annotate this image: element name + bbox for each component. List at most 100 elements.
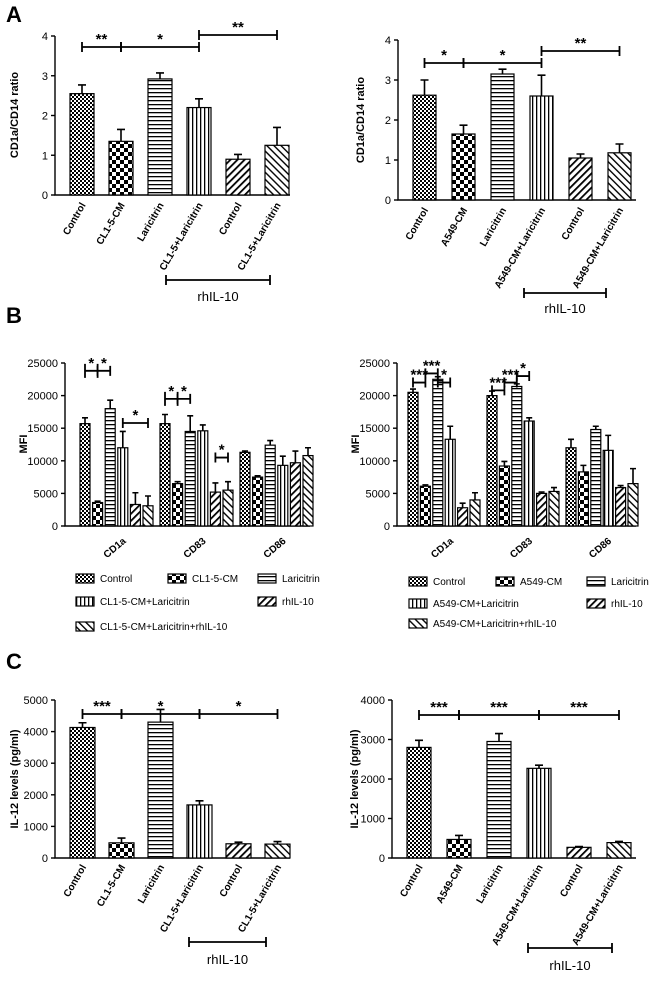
error-bar	[580, 464, 587, 472]
error-bar	[162, 413, 168, 424]
bar	[239, 451, 251, 527]
x-tick-label: CL1-5-CM	[95, 863, 128, 909]
significance-bracket	[176, 393, 192, 404]
y-tick-label: 4000	[361, 695, 385, 707]
y-tick-label: 2	[42, 111, 48, 123]
error-bar	[415, 739, 423, 748]
y-axis-label: MFI	[350, 435, 362, 454]
significance-label: *	[236, 698, 242, 715]
error-bar	[568, 438, 574, 448]
significance-label: ***	[430, 699, 448, 716]
error-bar	[94, 500, 101, 503]
legend-label: rhIL-10	[611, 599, 643, 610]
chart-c-right: 0 1000 2000 3000 4000 IL-12 levels (pg/ml) Con…	[349, 695, 636, 973]
bar	[91, 501, 104, 527]
y-tick-label: 5000	[24, 695, 48, 707]
significance-label: *	[520, 360, 526, 377]
bar	[252, 476, 264, 527]
y-tick-label: 3000	[361, 735, 385, 747]
x-tick-label: CL1-5-CM	[95, 201, 128, 247]
bar	[457, 507, 469, 527]
bar	[412, 94, 437, 201]
y-tick-label: 3	[385, 75, 391, 87]
significance-label: **	[232, 19, 244, 36]
legend-swatch	[75, 621, 95, 632]
error-bar	[212, 482, 219, 493]
bar	[225, 158, 251, 196]
error-bar	[195, 98, 203, 108]
bar	[526, 767, 552, 859]
bar	[406, 746, 432, 859]
x-tick-label: CL1-5+Laricitrin	[158, 863, 206, 935]
bar	[535, 492, 548, 527]
error-bar	[305, 446, 311, 456]
error-bar	[279, 455, 286, 466]
legend-swatch	[75, 596, 95, 607]
bar	[264, 144, 290, 196]
significance-label: *	[101, 355, 107, 372]
bar	[129, 503, 141, 527]
error-bar	[234, 841, 243, 844]
y-tick-label: 4000	[24, 727, 48, 739]
bar	[432, 378, 444, 527]
y-axis-label: IL-12 levels (pg/ml)	[349, 729, 361, 828]
treatment-bracket	[523, 288, 607, 298]
y-tick-label: 5000	[366, 488, 390, 500]
y-tick-label: 1000	[361, 814, 385, 826]
bar	[469, 499, 481, 527]
bar	[147, 78, 173, 196]
treatment-label: rhIL-10	[549, 958, 590, 973]
legend-swatch	[586, 598, 606, 609]
bar	[222, 489, 234, 527]
significance-label: ***	[410, 367, 428, 384]
error-bar	[617, 484, 624, 488]
bar	[104, 408, 116, 527]
significance-label: *	[132, 407, 138, 424]
x-tick-label: A549-CM	[439, 206, 470, 249]
y-tick-label: 5000	[34, 488, 58, 500]
bar	[172, 483, 184, 527]
error-bar	[537, 74, 546, 96]
y-tick-label: 2	[385, 115, 391, 127]
bar	[565, 447, 577, 527]
significance-bracket	[515, 371, 531, 382]
bar	[486, 395, 498, 527]
significance-bracket	[214, 452, 229, 463]
y-axis-label: CD1a/CD14 ratio	[9, 72, 21, 158]
x-tick-label: Control	[560, 206, 587, 242]
bar	[79, 423, 91, 527]
legend-label: Laricitrin	[611, 577, 649, 588]
y-tick-label: 1	[385, 155, 391, 167]
error-bar	[225, 480, 231, 491]
error-bar	[117, 128, 125, 142]
y-tick-label: 0	[42, 190, 48, 202]
error-bar	[630, 467, 636, 484]
error-bar	[199, 424, 206, 431]
y-tick-label: 2000	[24, 790, 48, 802]
error-bar	[495, 732, 503, 742]
panel-label-a: A	[6, 2, 22, 27]
error-bar	[132, 491, 139, 505]
bar	[264, 444, 276, 527]
significance-bracket	[538, 710, 620, 720]
bar	[142, 505, 154, 527]
y-tick-label: 0	[385, 195, 391, 207]
error-bar	[615, 840, 623, 843]
error-bar	[459, 502, 466, 508]
legend-swatch	[257, 573, 277, 584]
chart-a-right: 0 1 2 3 4 CD1a/CD14 ratio Control A549-CM Larici…	[355, 35, 636, 316]
bar	[147, 721, 174, 859]
legend-swatch	[408, 576, 428, 587]
legend-label: A549-CM	[520, 577, 562, 588]
bar	[444, 438, 456, 527]
error-bar	[273, 840, 282, 845]
significance-bracket	[462, 58, 543, 68]
significance-label: ***	[93, 698, 111, 715]
legend-swatch	[408, 618, 428, 629]
legend-label: CL1-5-CM	[192, 574, 238, 585]
legend-label: Laricitrin	[282, 574, 320, 585]
error-bar	[576, 153, 585, 158]
bar	[225, 843, 252, 859]
bar	[209, 491, 221, 527]
